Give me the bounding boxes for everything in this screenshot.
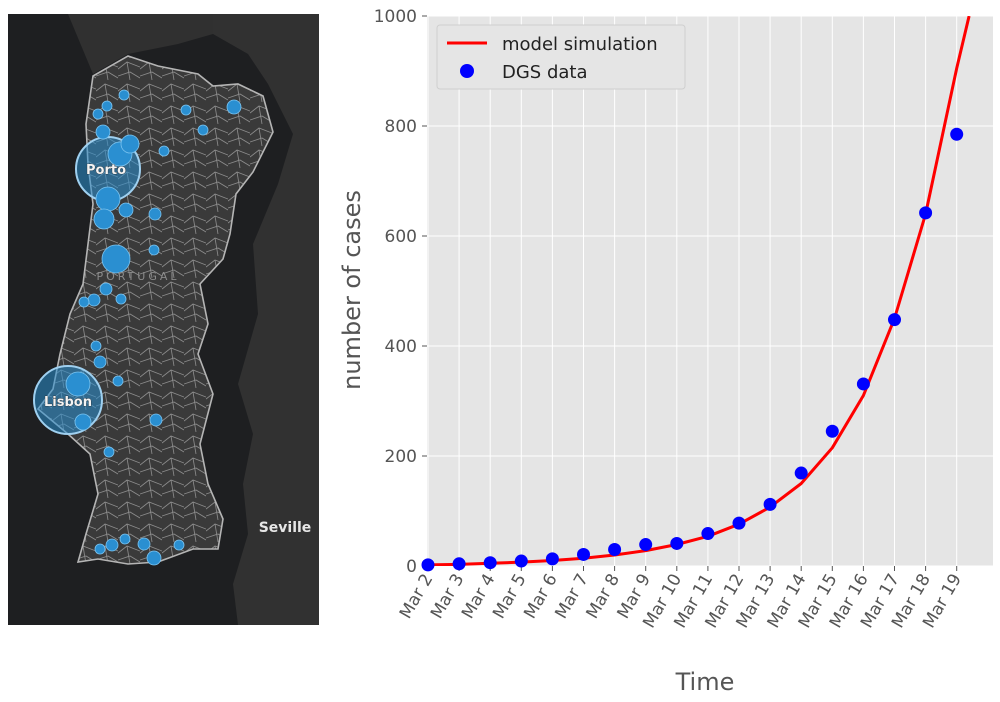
series	[421, 16, 971, 572]
bubble	[74, 413, 92, 431]
bubble	[197, 124, 209, 136]
bubble	[103, 446, 115, 458]
bubble	[173, 539, 185, 551]
porto-label: Porto	[86, 163, 126, 178]
dgs-data-point	[856, 377, 870, 391]
dgs-data-point	[421, 558, 435, 572]
dgs-data-point	[919, 206, 933, 220]
bubble	[92, 108, 104, 120]
bubble	[226, 99, 242, 115]
bubble	[137, 537, 151, 551]
legend-label-model: model simulation	[502, 34, 658, 55]
plot-area	[427, 16, 993, 566]
dgs-data-point	[732, 516, 746, 530]
bubble	[149, 413, 163, 427]
bubble	[87, 293, 101, 307]
galicia-land	[68, 14, 213, 74]
bubble	[105, 538, 119, 552]
spain-land	[213, 14, 319, 625]
dgs-data-point	[545, 552, 559, 566]
bubble	[148, 244, 160, 256]
y-tick-label: 1000	[374, 7, 417, 27]
bubble	[120, 134, 140, 154]
map-svg: Porto Lisbon PORTUGAL Seville	[8, 14, 319, 625]
bubble	[115, 293, 127, 305]
bubble	[118, 202, 134, 218]
bubble	[101, 100, 113, 112]
bubble	[95, 124, 111, 140]
dgs-data-point	[452, 557, 466, 571]
dgs-data-point	[639, 538, 653, 552]
legend-dot-swatch	[460, 64, 474, 78]
lisbon-label: Lisbon	[44, 395, 92, 410]
dgs-data-point	[825, 424, 839, 438]
bubble	[118, 89, 130, 101]
bubble	[78, 296, 90, 308]
x-axis-title: Time	[675, 668, 735, 696]
portugal-map: Porto Lisbon PORTUGAL Seville	[8, 14, 319, 625]
bubble	[65, 371, 91, 397]
dgs-data-point	[483, 556, 497, 570]
bubble	[146, 550, 162, 566]
bubble	[90, 340, 102, 352]
bubble	[180, 104, 192, 116]
bubble	[94, 543, 106, 555]
case-bubbles	[33, 89, 242, 566]
bubble	[99, 282, 113, 296]
seville-label: Seville	[259, 520, 312, 536]
bubble	[112, 375, 124, 387]
bubble	[119, 533, 131, 545]
grid	[427, 15, 993, 567]
dgs-data-point	[577, 547, 590, 561]
dgs-data-point	[950, 127, 964, 141]
portugal-label: PORTUGAL	[96, 270, 179, 283]
y-tick-label: 200	[385, 447, 417, 467]
bubble	[93, 208, 115, 230]
bubble	[101, 244, 131, 274]
y-axis-title: number of cases	[338, 190, 366, 390]
dgs-data-point	[670, 536, 684, 550]
legend: model simulation DGS data	[436, 24, 686, 90]
dgs-data-point	[763, 497, 777, 511]
y-tick-label: 600	[385, 227, 417, 247]
dgs-data-point	[794, 466, 808, 480]
y-tick-label: 400	[385, 337, 417, 357]
cases-chart: 0 200 400 600 800 1000 Mar 2 Mar 3 Mar 4 Mar 5 Mar…	[320, 0, 1000, 698]
y-tick-label: 800	[385, 117, 417, 137]
dgs-data-point	[888, 313, 901, 327]
dgs-data-point	[514, 554, 528, 568]
legend-label-data: DGS data	[502, 62, 588, 83]
bubble	[148, 207, 162, 221]
y-tick-label: 0	[406, 557, 417, 577]
bubble	[158, 145, 170, 157]
dgs-data-point	[701, 527, 715, 541]
bubble	[93, 355, 107, 369]
dgs-data-point	[608, 543, 622, 556]
legend-box	[436, 24, 686, 90]
bubble	[95, 186, 121, 212]
